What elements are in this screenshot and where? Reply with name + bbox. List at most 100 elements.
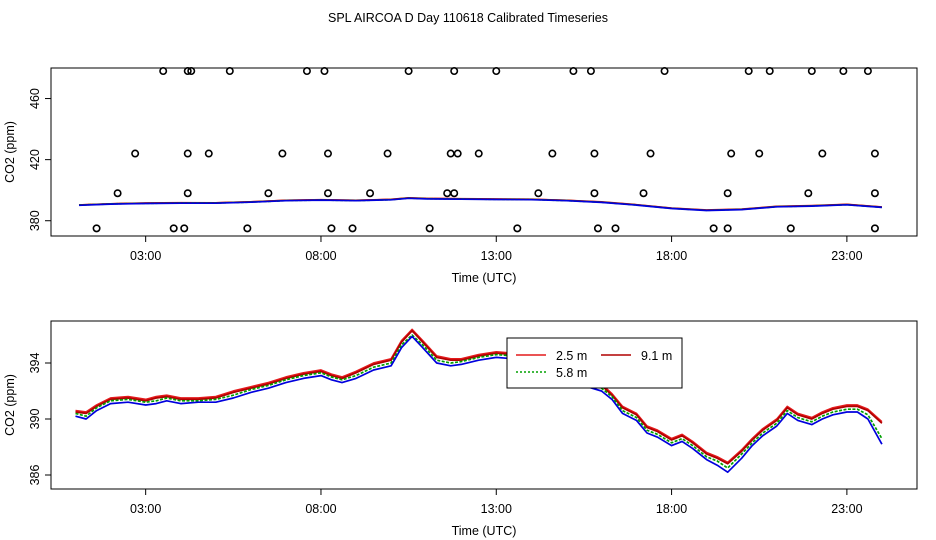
calibration-point <box>323 189 332 198</box>
y-tick-label: 394 <box>28 353 42 374</box>
legend-label-5-8m: 5.8 m <box>556 366 587 380</box>
calibration-point <box>727 149 736 158</box>
series-line-blue-unlabeled- <box>78 197 882 212</box>
calibration-point <box>278 149 287 158</box>
calibration-point <box>534 189 543 198</box>
x-tick-label: 18:00 <box>656 502 687 516</box>
y-tick-label: 460 <box>28 88 42 109</box>
x-tick-label: 13:00 <box>481 502 512 516</box>
calibration-point <box>723 224 732 233</box>
bottom-panel-x-ticks: 03:00 08:00 13:00 18:00 23:00 <box>130 489 863 516</box>
calibration-point <box>818 149 827 158</box>
y-tick-label: 390 <box>28 409 42 430</box>
calibration-point <box>765 67 774 76</box>
legend: 2.5 m 9.1 m 5.8 m <box>506 337 683 389</box>
bottom-panel-y-ticks: 386 390 394 <box>28 353 51 486</box>
bottom-panel: Time (UTC) CO2 (ppm) 03:00 08:00 13:00 18:0… <box>3 320 918 538</box>
calibration-point <box>183 67 192 76</box>
calibration-point <box>183 149 192 158</box>
calibration-point <box>593 224 602 233</box>
calibration-point <box>113 189 122 198</box>
legend-label-9-1m: 9.1 m <box>641 349 672 363</box>
calibration-point <box>302 67 311 76</box>
calibration-point <box>590 149 599 158</box>
calibration-point <box>320 67 329 76</box>
calibration-point <box>863 67 872 76</box>
top-panel-x-ticks: 03:00 08:00 13:00 18:00 23:00 <box>130 236 863 263</box>
y-tick-label: 386 <box>28 465 42 486</box>
calibration-point <box>159 67 168 76</box>
calibration-point <box>744 67 753 76</box>
x-tick-label: 23:00 <box>831 502 862 516</box>
calibration-point <box>243 224 252 233</box>
top-panel-series <box>78 196 882 212</box>
calibration-point <box>870 149 879 158</box>
legend-box <box>506 337 683 389</box>
top-panel-xlabel: Time (UTC) <box>452 271 517 285</box>
bottom-panel-xlabel: Time (UTC) <box>452 524 517 538</box>
calibration-point <box>180 224 189 233</box>
bottom-panel-ylabel: CO2 (ppm) <box>3 374 17 436</box>
calibration-point <box>183 189 192 198</box>
calibration-point <box>807 67 816 76</box>
calibration-point <box>755 149 764 158</box>
calibration-point <box>611 224 620 233</box>
calibration-point <box>443 189 452 198</box>
y-tick-label: 420 <box>28 149 42 170</box>
calibration-point <box>404 67 413 76</box>
top-panel-ylabel: CO2 (ppm) <box>3 121 17 183</box>
x-tick-label: 03:00 <box>130 249 161 263</box>
calibration-point <box>870 189 879 198</box>
top-panel-points <box>92 67 879 233</box>
calibration-point <box>425 224 434 233</box>
calibration-point <box>660 67 669 76</box>
x-tick-label: 13:00 <box>481 249 512 263</box>
top-panel-plot-frame <box>50 67 918 237</box>
calibration-point <box>569 67 578 76</box>
x-tick-label: 23:00 <box>831 249 862 263</box>
calibration-point <box>450 67 459 76</box>
x-tick-label: 03:00 <box>130 502 161 516</box>
calibration-point <box>446 149 455 158</box>
calibration-point <box>225 67 234 76</box>
x-tick-label: 08:00 <box>305 249 336 263</box>
bottom-panel-series <box>75 328 883 474</box>
calibration-point <box>492 67 501 76</box>
calibration-point <box>131 149 140 158</box>
calibration-point <box>327 224 336 233</box>
x-tick-label: 18:00 <box>656 249 687 263</box>
series-line-2-5-m <box>75 328 883 464</box>
calibration-point <box>870 224 879 233</box>
calibration-point <box>204 149 213 158</box>
calibration-point <box>187 67 196 76</box>
calibration-point <box>839 67 848 76</box>
calibration-point <box>450 189 459 198</box>
top-panel: Time (UTC) CO2 (ppm) 03:00 08:00 13:00 18:0… <box>3 67 918 285</box>
calibration-point <box>513 224 522 233</box>
bottom-panel-plot-frame <box>50 320 918 490</box>
calibration-point <box>348 224 357 233</box>
calibration-point <box>646 149 655 158</box>
calibration-point <box>366 189 375 198</box>
calibration-point <box>474 149 483 158</box>
calibration-point <box>786 224 795 233</box>
calibration-point <box>383 149 392 158</box>
calibration-point <box>723 189 732 198</box>
x-tick-label: 08:00 <box>305 502 336 516</box>
calibration-point <box>586 67 595 76</box>
y-tick-label: 380 <box>28 210 42 231</box>
calibration-point <box>92 224 101 233</box>
legend-label-2-5m: 2.5 m <box>556 349 587 363</box>
calibration-point <box>169 224 178 233</box>
calibration-point <box>453 149 462 158</box>
figure-title: SPL AIRCOA D Day 110618 Calibrated Times… <box>328 11 608 25</box>
calibration-point <box>264 189 273 198</box>
calibration-point <box>323 149 332 158</box>
calibration-point <box>639 189 648 198</box>
calibration-point <box>590 189 599 198</box>
calibration-point <box>548 149 557 158</box>
calibration-point <box>709 224 718 233</box>
top-panel-y-ticks: 380 420 460 <box>28 88 51 231</box>
calibration-point <box>804 189 813 198</box>
